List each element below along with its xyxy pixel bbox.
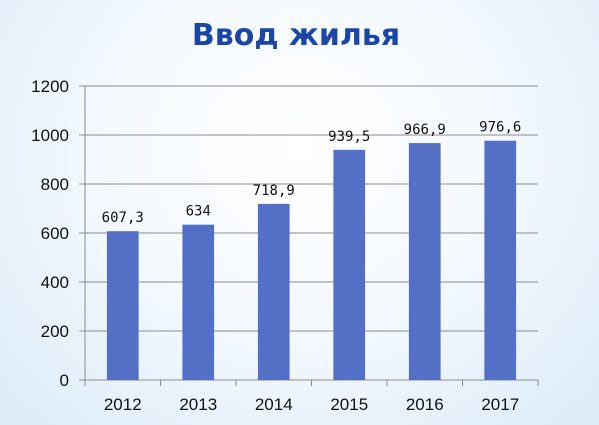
x-tick-label: 2016: [406, 395, 444, 414]
x-tick-label: 2012: [104, 395, 142, 414]
y-tick-label: 1200: [31, 77, 69, 96]
chart-title: Ввод жилья: [192, 18, 400, 53]
y-tick-label: 400: [41, 273, 69, 292]
y-axis-tick-labels: 0 200 400 600 800 1000 1200: [31, 77, 69, 390]
bar-2017: [484, 140, 517, 380]
data-label: 976,6: [479, 120, 521, 136]
x-tick-label: 2017: [481, 395, 519, 414]
data-label: 634: [186, 204, 211, 220]
data-label: 939,5: [328, 129, 370, 145]
y-tick-label: 800: [41, 175, 69, 194]
bar-2012: [106, 231, 139, 380]
x-tick-label: 2015: [330, 395, 368, 414]
bar-2016: [408, 143, 441, 380]
y-tick-label: 600: [41, 224, 69, 243]
data-label: 966,9: [404, 122, 446, 138]
axes: [79, 85, 539, 386]
y-tick-label: 200: [41, 322, 69, 341]
y-tick-label: 0: [60, 371, 69, 390]
x-axis-tick-labels: 2012 2013 2014 2015 2016 2017: [104, 395, 519, 414]
bars: [106, 140, 517, 380]
data-label: 607,3: [102, 210, 144, 226]
x-tick-label: 2014: [255, 395, 293, 414]
gridlines: [85, 85, 538, 332]
y-tick-label: 1000: [31, 126, 69, 145]
x-tick-label: 2013: [179, 395, 217, 414]
data-labels: 607,3 634 718,9 939,5 966,9 976,6: [102, 120, 522, 226]
bar-2013: [182, 224, 215, 380]
bar-2015: [333, 149, 366, 380]
bar-2014: [257, 203, 290, 380]
data-label: 718,9: [253, 183, 295, 199]
